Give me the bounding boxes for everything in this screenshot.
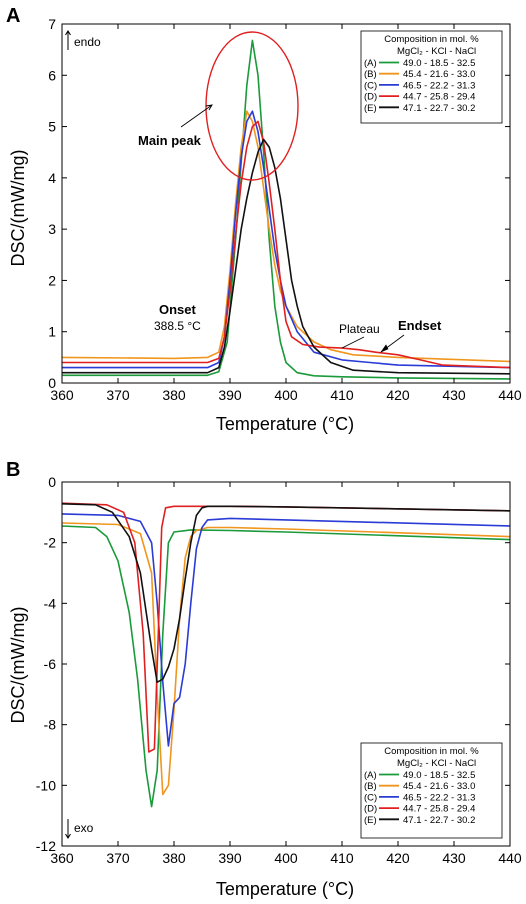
- legend-entry-name: (E): [364, 103, 377, 114]
- legend-entry-label: 49.0 - 18.5 - 32.5: [403, 770, 475, 781]
- series-line-d: [61, 502, 511, 753]
- plateau-pointer: [341, 336, 365, 349]
- panel-label-a: A: [6, 5, 20, 27]
- series-line-e: [62, 138, 511, 375]
- y-tick-label: -8: [44, 717, 57, 733]
- legend-entry-name: (E): [364, 815, 377, 826]
- y-tick-label: 1: [48, 324, 56, 340]
- x-tick-label: 360: [50, 850, 74, 866]
- y-tick-label: 0: [48, 474, 56, 490]
- annotation-plateau: Plateau: [339, 322, 380, 336]
- series-line-a: [61, 525, 511, 808]
- direction-arrow-head: [65, 30, 71, 36]
- x-tick-label: 380: [162, 387, 186, 403]
- annotation-endset: Endset: [398, 318, 442, 333]
- y-tick-label: -2: [44, 535, 57, 551]
- direction-label: endo: [74, 35, 101, 49]
- x-tick-label: 430: [442, 387, 466, 403]
- endset-pointer-head: [380, 344, 389, 353]
- series-line-c: [61, 513, 511, 747]
- series-line-d: [62, 120, 511, 369]
- y-tick-label: 0: [48, 375, 56, 391]
- main-peak-ellipse: [205, 31, 299, 181]
- annotation-onset-value: 388.5 °C: [154, 319, 201, 333]
- legend-entry-name: (B): [364, 781, 377, 792]
- legend-entry-name: (C): [364, 80, 377, 91]
- y-tick-label: -4: [44, 595, 57, 611]
- legend-title: Composition in mol. %: [384, 746, 479, 757]
- plot-b: 360 370 380 390 400 410 420 430 440 0 -2 -4 -6 -8 -10 -…: [36, 474, 522, 866]
- x-tick-label: 420: [386, 387, 410, 403]
- y-tick-label: -12: [36, 838, 56, 854]
- x-tick-label: 400: [274, 850, 298, 866]
- y-tick-label: -6: [44, 656, 57, 672]
- y-tick-label: 3: [48, 221, 56, 237]
- legend-entry-label: 47.1 - 22.7 - 30.2: [403, 815, 475, 826]
- y-tick-label: 4: [48, 170, 56, 186]
- annotation-onset: Onset: [159, 302, 197, 317]
- x-tick-label: 380: [162, 850, 186, 866]
- annotation-main-peak: Main peak: [138, 133, 202, 148]
- legend-entry-name: (A): [364, 770, 377, 781]
- x-tick-label: 440: [498, 387, 522, 403]
- y-tick-label: 7: [48, 16, 56, 32]
- x-tick-label: 410: [330, 850, 354, 866]
- legend-header: MgCl₂ - KCl - NaCl: [397, 758, 476, 769]
- y-axis-label-a: DSC/(mW/mg): [8, 150, 28, 267]
- legend-entry-label: 45.4 - 21.6 - 33.0: [403, 69, 475, 80]
- series-line-e: [61, 503, 511, 683]
- series-line-a: [62, 39, 511, 380]
- plot-a: 360 370 380 390 400 410 420 430 440 0 1 2 3 4 5 6 7 endo C…: [48, 16, 522, 403]
- y-tick-label: 6: [48, 67, 56, 83]
- legend-entry-label: 46.5 - 22.2 - 31.3: [403, 80, 475, 91]
- legend-entry-label: 49.0 - 18.5 - 32.5: [403, 58, 475, 69]
- x-axis-label-b: Temperature (°C): [216, 879, 354, 899]
- x-tick-label: 370: [106, 850, 130, 866]
- x-tick-label: 410: [330, 387, 354, 403]
- series-line-b: [61, 522, 511, 796]
- legend-entry-label: 46.5 - 22.2 - 31.3: [403, 792, 475, 803]
- legend-entry-name: (B): [364, 69, 377, 80]
- main-peak-pointer: [180, 104, 213, 128]
- legend-entry-label: 47.1 - 22.7 - 30.2: [403, 103, 475, 114]
- x-axis-label-a: Temperature (°C): [216, 414, 354, 434]
- y-tick-label: 5: [48, 119, 56, 135]
- x-tick-label: 420: [386, 850, 410, 866]
- x-tick-label: 430: [442, 850, 466, 866]
- x-tick-label: 390: [218, 387, 242, 403]
- panel-label-b: B: [6, 459, 20, 481]
- legend-header: MgCl₂ - KCl - NaCl: [397, 46, 476, 57]
- direction-label: exo: [74, 821, 94, 835]
- legend-entry-label: 44.7 - 25.8 - 29.4: [403, 804, 475, 815]
- x-tick-label: 400: [274, 387, 298, 403]
- series-line-b: [61, 110, 511, 363]
- legend-entry-name: (D): [364, 92, 377, 103]
- legend-entry-label: 44.7 - 25.8 - 29.4: [403, 92, 475, 103]
- legend-title: Composition in mol. %: [384, 34, 479, 45]
- y-axis-label-b: DSC/(mW/mg): [8, 607, 28, 724]
- x-tick-label: 440: [498, 850, 522, 866]
- legend-entry-name: (D): [364, 804, 377, 815]
- x-tick-label: 390: [218, 850, 242, 866]
- legend-entry-label: 45.4 - 21.6 - 33.0: [403, 781, 475, 792]
- x-tick-label: 360: [50, 387, 74, 403]
- legend-entry-name: (C): [364, 792, 377, 803]
- direction-arrow-head: [65, 833, 71, 839]
- main-peak-pointer-head: [205, 104, 213, 111]
- legend-entry-name: (A): [364, 58, 377, 69]
- y-tick-label: -10: [36, 777, 56, 793]
- y-tick-label: 2: [48, 272, 56, 288]
- legend-box: [360, 742, 503, 839]
- x-tick-label: 370: [106, 387, 130, 403]
